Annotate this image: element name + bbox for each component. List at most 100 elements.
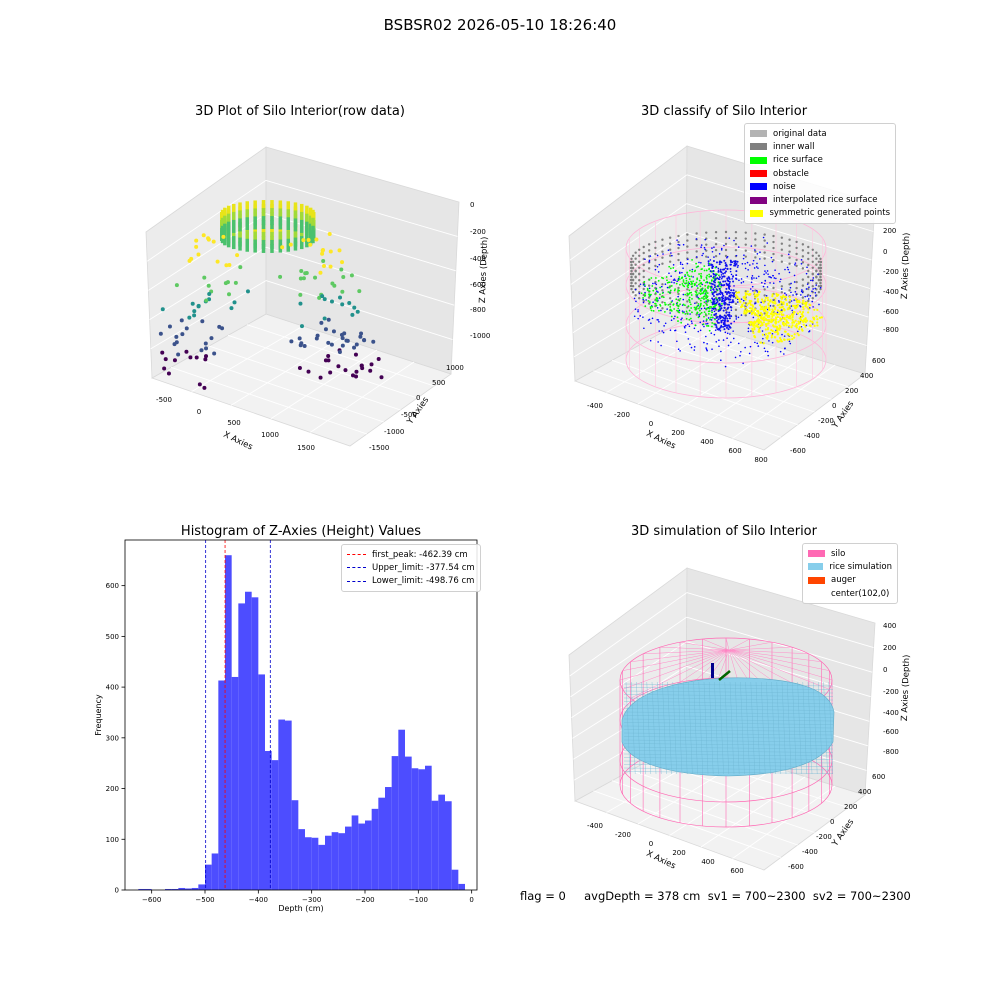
noise-point — [801, 291, 804, 294]
symmetric-point — [776, 330, 779, 333]
scatter-point — [318, 270, 323, 275]
noise-point — [783, 335, 786, 337]
noise-point — [766, 350, 769, 353]
scatter-point — [313, 275, 318, 280]
wall-point — [734, 302, 738, 306]
rice-surface-point — [663, 301, 666, 304]
wall-point — [811, 272, 814, 275]
rice-surface-point — [699, 285, 702, 288]
symmetric-point — [802, 308, 805, 311]
rice-surface-point — [676, 316, 679, 319]
scatter-point — [224, 263, 229, 268]
noise-point — [669, 312, 671, 314]
noise-point — [720, 359, 722, 362]
rice-surface-point — [718, 274, 720, 277]
wall-point — [695, 232, 698, 235]
noise-point — [689, 343, 691, 345]
rice-surface-point — [655, 298, 657, 301]
rice-surface-point — [695, 262, 698, 265]
noise-point — [730, 315, 733, 318]
grid-line — [573, 289, 687, 358]
wall-point — [772, 234, 775, 238]
legend-label: rice simulation — [829, 561, 892, 572]
z-tick-label: 200 — [883, 644, 896, 652]
scatter-point — [315, 333, 320, 338]
rice-surface-point — [706, 304, 708, 307]
scatter-point — [326, 354, 331, 359]
symmetric-point — [764, 317, 767, 320]
rice-surface-point — [680, 276, 683, 279]
rice-surface-point — [652, 289, 655, 292]
symmetric-point — [758, 290, 761, 293]
rice-surface-point — [667, 281, 670, 284]
noise-point — [703, 341, 705, 344]
legend-label: auger — [831, 575, 856, 586]
symmetric-point — [744, 298, 747, 301]
rice-surface-point — [711, 311, 714, 314]
symmetric-point — [804, 320, 807, 324]
wall-point — [734, 308, 738, 312]
symmetric-point — [818, 316, 822, 319]
noise-point — [755, 266, 758, 268]
noise-point — [726, 332, 729, 335]
noise-point — [742, 281, 745, 283]
rice-surface-point — [676, 291, 679, 293]
noise-point — [721, 304, 723, 307]
symmetric-point — [808, 304, 812, 307]
rice-surface-point — [662, 296, 665, 299]
noise-point — [747, 330, 750, 333]
symmetric-point — [762, 301, 765, 304]
rice-surface-point — [643, 280, 646, 283]
wall-point — [734, 230, 738, 234]
scatter-point — [329, 299, 334, 304]
noise-point — [791, 309, 793, 312]
plot2-axes: -400-20002004006008006004002000-200-400-… — [568, 145, 912, 464]
symmetric-point — [778, 324, 781, 327]
wall-point — [795, 240, 798, 244]
rice-surface-point — [660, 295, 663, 298]
symmetric-point — [771, 310, 774, 313]
noise-point — [723, 244, 725, 247]
symmetric-point — [762, 309, 766, 312]
wall-point — [795, 246, 798, 250]
rice-surface-point — [656, 300, 659, 303]
noise-point — [681, 263, 684, 266]
scatter-point — [204, 298, 209, 303]
wall-point — [630, 275, 633, 279]
noise-point — [710, 289, 712, 292]
rice-surface-point — [688, 289, 691, 292]
noise-point — [766, 242, 769, 244]
symmetric-point — [771, 315, 774, 318]
x-tick-label: 200 — [672, 849, 685, 857]
noise-point — [690, 320, 693, 323]
histogram-bar — [345, 826, 352, 890]
rice-surface-point — [648, 293, 650, 296]
wall-point — [638, 248, 641, 251]
symmetric-point — [800, 328, 804, 331]
scatter-point — [167, 324, 172, 329]
noise-point — [635, 300, 637, 303]
wall-point — [754, 244, 757, 247]
rice-surface-point — [708, 275, 711, 278]
noise-point — [743, 254, 745, 256]
symmetric-point — [757, 314, 760, 318]
wall-point — [654, 258, 657, 262]
noise-point — [674, 329, 677, 332]
noise-point — [767, 273, 769, 275]
histogram-bar — [458, 883, 465, 890]
rice-surface-point — [648, 295, 651, 297]
noise-point — [812, 277, 815, 279]
symmetric-point — [798, 328, 801, 331]
symmetric-point — [756, 298, 760, 301]
rice-surface-point — [678, 311, 681, 314]
x-tick-label: −400 — [249, 896, 268, 904]
symmetric-point — [765, 314, 768, 317]
wall-point — [788, 289, 791, 292]
symmetric-point — [782, 301, 785, 304]
noise-point — [794, 290, 797, 293]
scatter-point — [238, 241, 242, 251]
noise-point — [737, 264, 739, 267]
symmetric-point — [773, 300, 776, 303]
noise-point — [634, 288, 637, 291]
symmetric-point — [813, 324, 816, 327]
